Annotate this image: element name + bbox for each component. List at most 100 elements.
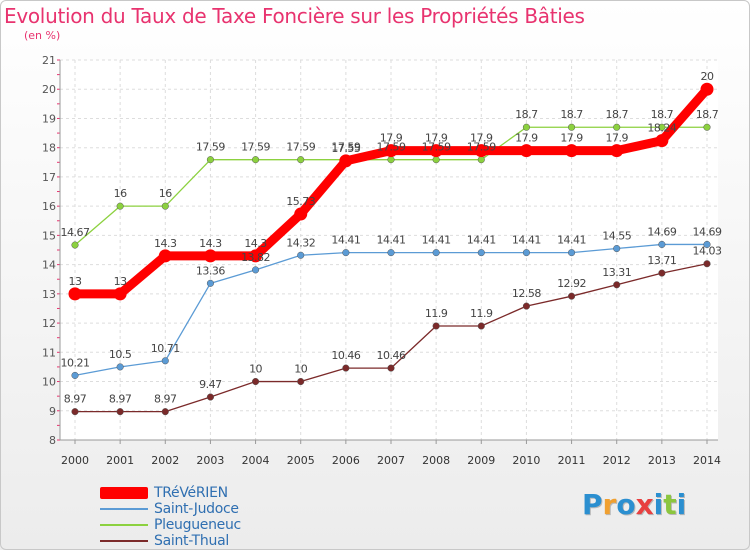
data-label: 14.3 [154,237,177,250]
data-point [703,123,711,131]
x-tick-label: 2009 [467,454,495,467]
y-tick-label: 10 [42,376,56,389]
data-point [249,249,263,263]
data-label: 14.41 [557,234,586,247]
data-point [613,281,621,289]
data-point [116,408,124,416]
data-label: 11.9 [470,307,493,320]
data-point [342,364,350,372]
data-label: 17.59 [422,141,451,154]
legend-swatch-trevérien [100,487,148,499]
data-label: 14.69 [693,225,722,238]
x-tick-label: 2014 [693,454,721,467]
data-point [387,249,395,257]
logo-letter: i [676,488,687,521]
data-point [522,249,530,257]
data-point [116,363,124,371]
y-tick-label: 18 [42,142,56,155]
legend-swatch-saint-judoce [100,508,148,510]
data-point [161,357,169,365]
data-point [477,156,485,164]
logo-letter: r [602,488,617,521]
data-label: 18.7 [515,108,538,121]
y-tick-label: 12 [42,317,56,330]
data-label: 13 [69,275,82,288]
y-tick-label: 13 [42,288,56,301]
data-label: 18.7 [560,108,583,121]
data-label: 17.9 [560,132,583,145]
data-label: 14.69 [647,225,676,238]
x-tick-label: 2001 [106,454,134,467]
x-tick-label: 2012 [603,454,631,467]
data-label: 14.67 [61,226,90,239]
logo-letter: o [616,488,636,521]
data-point [432,249,440,257]
x-tick-label: 2008 [422,454,450,467]
data-label: 14.41 [377,234,406,247]
data-point [432,156,440,164]
y-tick-label: 17 [42,171,56,184]
data-label: 14.41 [422,234,451,247]
data-label: 17.59 [286,141,315,154]
data-label: 14.41 [467,234,496,247]
data-point [655,134,669,148]
data-point [568,292,576,300]
data-point [339,154,353,168]
legend-swatch-pleugueneuc [100,524,148,526]
chart-title: Evolution du Taux de Taxe Foncière sur l… [4,4,585,28]
chart-subtitle: (en %) [24,29,61,42]
data-label: 8.97 [64,393,87,406]
data-label: 17.59 [467,141,496,154]
x-tick-label: 2004 [242,454,270,467]
y-tick-label: 21 [42,54,56,67]
data-point [703,260,711,268]
legend-label: Saint-Thual [154,533,229,549]
data-point [387,364,395,372]
data-label: 14.3 [199,237,222,250]
y-tick-label: 9 [49,405,56,418]
data-point [568,249,576,257]
data-point [71,408,79,416]
data-point [613,123,621,131]
data-label: 17.59 [331,141,360,154]
data-label: 14.3 [244,237,267,250]
data-point [429,144,443,158]
data-label: 16 [114,187,127,200]
data-label: 10.46 [331,349,360,362]
data-point [294,207,308,221]
logo-letter: P [582,488,603,521]
data-point [342,249,350,257]
data-point [700,82,714,96]
data-label: 17.9 [470,132,493,145]
logo-letter: x [635,488,654,521]
data-label: 10.5 [109,348,132,361]
data-point [658,123,666,131]
data-label: 15.73 [286,195,315,208]
data-label: 18.7 [605,108,628,121]
data-label: 14.55 [602,230,631,243]
x-tick-label: 2010 [512,454,540,467]
data-point [522,302,530,310]
data-label: 10 [294,363,307,376]
data-label: 10.46 [377,349,406,362]
y-tick-label: 19 [42,112,56,125]
data-point [297,251,305,259]
x-tick-label: 2005 [287,454,315,467]
data-label: 8.97 [109,393,132,406]
data-point [522,123,530,131]
x-tick-label: 2003 [196,454,224,467]
data-point [203,249,217,263]
data-label: 10 [249,363,262,376]
x-tick-label: 2013 [648,454,676,467]
data-label: 12.58 [512,287,541,300]
data-label: 17.9 [380,132,403,145]
data-point [519,144,533,158]
y-tick-label: 8 [49,434,56,447]
data-point [387,156,395,164]
data-label: 13.36 [196,264,225,277]
data-label: 13.31 [602,266,631,279]
data-point [116,202,124,210]
data-label: 17.9 [515,132,538,145]
y-tick-label: 11 [42,346,56,359]
data-point [206,393,214,401]
